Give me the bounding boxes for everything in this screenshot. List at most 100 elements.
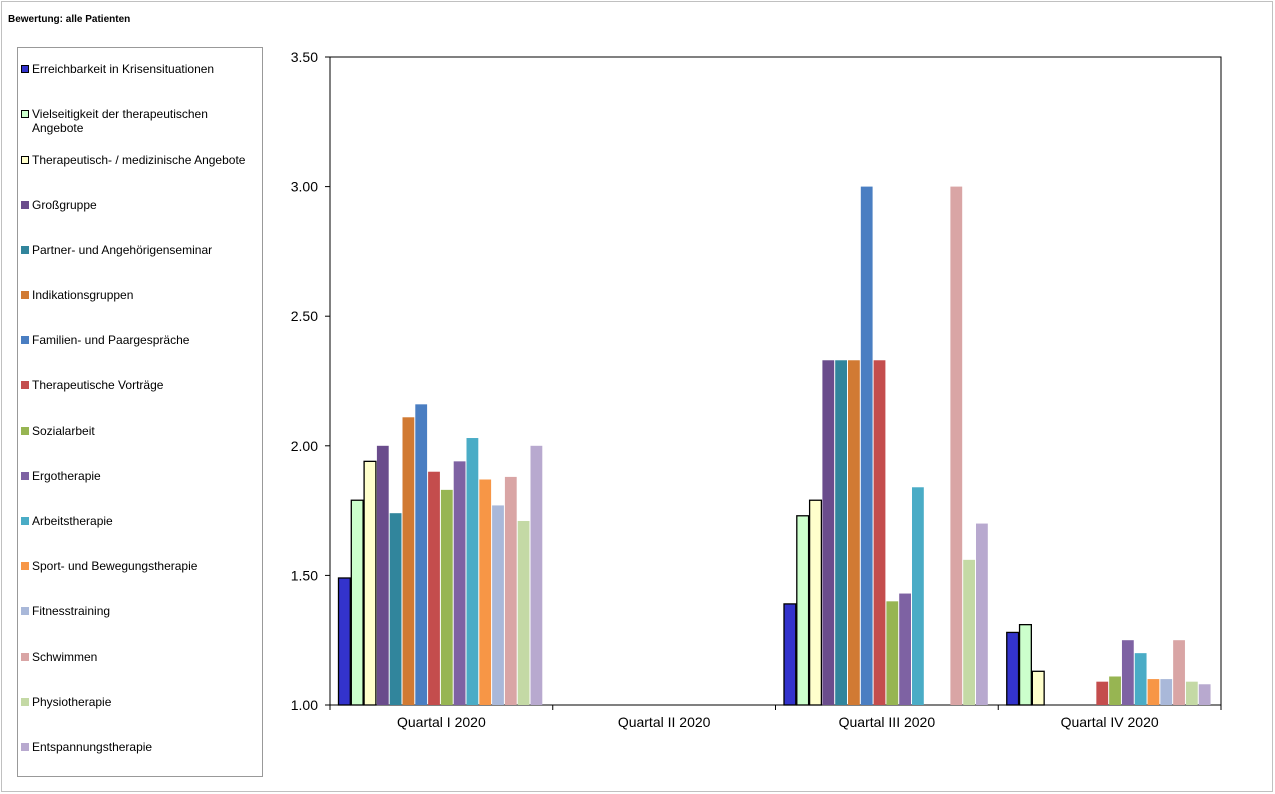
legend-item: Arbeitstherapie: [21, 514, 259, 528]
legend-swatch: [21, 517, 29, 525]
legend-label: Erreichbarkeit in Krisensituationen: [32, 62, 215, 76]
bar: [1198, 684, 1211, 705]
legend-label: Fitnesstraining: [32, 604, 111, 618]
y-tick-label: 3.00: [291, 179, 318, 195]
legend-swatch: [21, 201, 29, 209]
bar: [530, 445, 543, 705]
bar: [415, 404, 428, 705]
legend-swatch: [21, 472, 29, 480]
bar: [860, 186, 873, 706]
bar: [1006, 631, 1020, 706]
legend-label: Indikationsgruppen: [32, 288, 134, 302]
y-tick-label: 3.50: [291, 49, 318, 65]
legend-item: Sport- und Bewegungstherapie: [21, 559, 259, 573]
bar: [796, 515, 810, 706]
page-title: Bewertung: alle Patienten: [8, 14, 131, 25]
legend-item: Entspannungstherapie: [21, 740, 259, 754]
legend-swatch: [21, 698, 29, 706]
x-tick-label: Quartal I 2020: [397, 714, 486, 730]
legend-item: Physiotherapie: [21, 695, 259, 709]
legend-item: Familien- und Paargespräche: [21, 333, 259, 347]
x-tick-label: Quartal III 2020: [839, 714, 936, 730]
bar: [886, 601, 899, 705]
legend-item: Schwimmen: [21, 650, 259, 664]
bar: [1031, 670, 1045, 706]
legend-label: Sport- und Bewegungstherapie: [32, 559, 198, 573]
bar: [1160, 679, 1173, 705]
bar: [453, 461, 466, 705]
bar: [912, 487, 924, 705]
x-tick-label: Quartal IV 2020: [1061, 714, 1159, 730]
bar: [808, 499, 823, 706]
bar: [1147, 679, 1160, 705]
bar: [389, 513, 402, 705]
bar: [402, 417, 415, 705]
legend-swatch: [21, 427, 29, 435]
legend-label: Therapeutische Vorträge: [32, 378, 164, 392]
bar: [1018, 623, 1032, 706]
bar: [479, 479, 492, 705]
legend-item: Partner- und Angehörigenseminar: [21, 243, 259, 257]
legend-label: Therapeutisch- / medizinische Angebote: [32, 153, 246, 167]
legend-swatch: [21, 110, 29, 118]
legend-swatch: [21, 246, 29, 254]
bar: [899, 593, 911, 705]
legend-item: Fitnesstraining: [21, 604, 259, 618]
legend-item: Großgruppe: [21, 198, 259, 212]
legend-swatch: [21, 156, 29, 164]
legend-label: Vielseitigkeit der therapeutischen Angeb…: [32, 107, 208, 135]
bar: [517, 520, 530, 705]
bar: [783, 603, 797, 706]
legend-item: Therapeutisch- / medizinische Angebote: [21, 153, 259, 167]
chart-legend: Erreichbarkeit in Krisensituationen Viels…: [17, 47, 263, 777]
bar: [1109, 676, 1121, 705]
y-tick-label: 1.00: [291, 697, 318, 713]
bar: [428, 471, 440, 705]
legend-item: Erreichbarkeit in Krisensituationen: [21, 62, 259, 76]
legend-label: Familien- und Paargespräche: [32, 333, 190, 347]
legend-label: Sozialarbeit: [32, 424, 95, 438]
bar: [492, 505, 504, 705]
legend-swatch: [21, 65, 29, 73]
bar: [835, 360, 847, 705]
bar: [1185, 681, 1198, 705]
bar: [976, 523, 988, 705]
legend-swatch: [21, 653, 29, 661]
bar: [848, 360, 860, 705]
bar: [466, 438, 479, 705]
legend-label: Großgruppe: [32, 198, 97, 212]
x-tick-label: Quartal II 2020: [618, 714, 711, 730]
bar: [1121, 640, 1134, 705]
legend-swatch: [21, 381, 29, 389]
legend-item: Sozialarbeit: [21, 424, 259, 438]
bar: [1173, 640, 1185, 705]
legend-item: Indikationsgruppen: [21, 288, 259, 302]
legend-label: Ergotherapie: [32, 469, 101, 483]
bar: [363, 460, 377, 706]
bar: [950, 186, 963, 706]
bar: [873, 360, 886, 705]
legend-swatch: [21, 562, 29, 570]
legend-label: Arbeitstherapie: [32, 514, 113, 528]
legend-label: Partner- und Angehörigenseminar: [32, 243, 213, 257]
bar: [1096, 681, 1109, 705]
legend-item: Therapeutische Vorträge: [21, 378, 259, 392]
y-tick-label: 2.50: [291, 308, 318, 324]
bar: [822, 360, 835, 705]
bar: [337, 577, 351, 706]
bar: [376, 445, 389, 705]
legend-swatch: [21, 336, 29, 344]
bar: [1134, 653, 1147, 705]
legend-swatch: [21, 291, 29, 299]
legend-swatch: [21, 607, 29, 615]
legend-label: Schwimmen: [32, 650, 98, 664]
bar: [504, 476, 517, 705]
y-tick-label: 1.50: [291, 567, 318, 583]
bar: [963, 559, 975, 705]
legend-label: Physiotherapie: [32, 695, 112, 709]
legend-label: Entspannungstherapie: [32, 740, 153, 754]
legend-swatch: [21, 743, 29, 751]
y-tick-label: 2.00: [291, 438, 318, 454]
